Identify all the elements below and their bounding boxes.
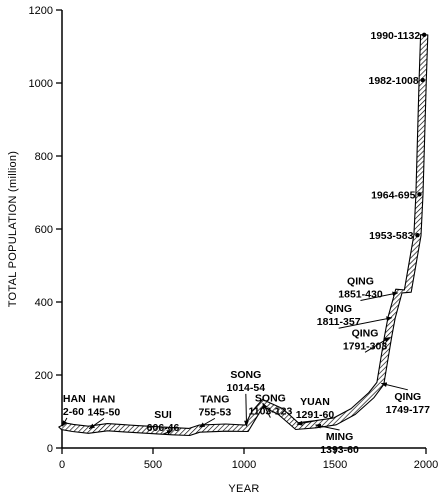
y-tick-label: 1000	[29, 78, 53, 90]
annotation-value: 606-46	[147, 422, 180, 434]
data-point-marker	[417, 192, 422, 197]
x-tick-label: 2000	[414, 459, 438, 471]
data-point-marker	[420, 77, 425, 83]
annotation-dynasty: YUAN	[300, 396, 330, 408]
point-label: 1953-583	[369, 230, 414, 242]
point-label: 1982-1008	[369, 75, 419, 87]
annotation-dynasty: QING	[394, 391, 421, 403]
annotation-dynasty: SUI	[154, 409, 172, 421]
annotation-dynasty: HAN	[92, 393, 115, 405]
y-tick-label: 0	[47, 443, 53, 455]
x-axis-title: YEAR	[228, 483, 259, 495]
annotation-value: 1811-357	[317, 316, 361, 328]
annotation-arrow	[198, 417, 216, 428]
annotation-dynasty: SONG	[255, 393, 286, 405]
annotation-dynasty: HAN	[63, 393, 86, 405]
annotation-arrow	[262, 402, 271, 418]
annotation-value: 1393-60	[320, 444, 359, 456]
annotation-value: 1749-177	[386, 404, 431, 416]
annotation-arrow	[244, 393, 249, 427]
annotation-dynasty: TANG	[200, 393, 229, 405]
annotation-dynasty: QING	[347, 275, 374, 287]
annotation-value: 145-50	[88, 406, 121, 418]
annotation-arrow	[162, 430, 173, 435]
annotation-value: 755-53	[199, 406, 232, 418]
annotation-value: 1103-123	[248, 406, 292, 418]
y-tick-label: 400	[35, 297, 53, 309]
annotation-value: 1291-60	[296, 409, 335, 421]
annotation-arrow	[61, 417, 68, 427]
annotation-value: 1014-54	[227, 382, 266, 394]
y-axis-title: TOTAL POPULATION (million)	[7, 151, 19, 308]
annotation-dynasty: MING	[326, 431, 353, 443]
annotation-dynasty: SONG	[230, 369, 261, 381]
data-point-marker	[421, 32, 427, 38]
point-label: 1990-1132	[371, 30, 421, 42]
annotation-value: 2-60	[63, 406, 84, 418]
point-label: 1964-695	[371, 189, 416, 201]
annotation-arrow	[88, 417, 105, 430]
annotation-value: 1791-303	[343, 340, 388, 352]
x-tick-label: 0	[59, 459, 65, 471]
y-tick-label: 800	[35, 151, 53, 163]
x-tick-label: 1500	[323, 459, 347, 471]
y-tick-label: 200	[35, 370, 53, 382]
annotation-arrow	[338, 316, 393, 329]
annotation-arrow	[380, 382, 408, 391]
annotation-dynasty: QING	[352, 327, 379, 339]
annotation-value: 1851-430	[338, 288, 383, 300]
annotation-dynasty: QING	[325, 303, 352, 315]
annotation-arrow	[364, 336, 391, 353]
population-band	[58, 34, 429, 437]
annotation-arrow	[296, 420, 316, 426]
x-tick-label: 1000	[232, 459, 256, 471]
y-tick-label: 600	[35, 224, 53, 236]
data-point-marker	[415, 233, 420, 238]
y-tick-label: 1200	[29, 5, 53, 17]
annotation-arrow	[360, 291, 399, 301]
x-tick-label: 500	[144, 459, 162, 471]
annotation-arrow	[314, 423, 340, 431]
